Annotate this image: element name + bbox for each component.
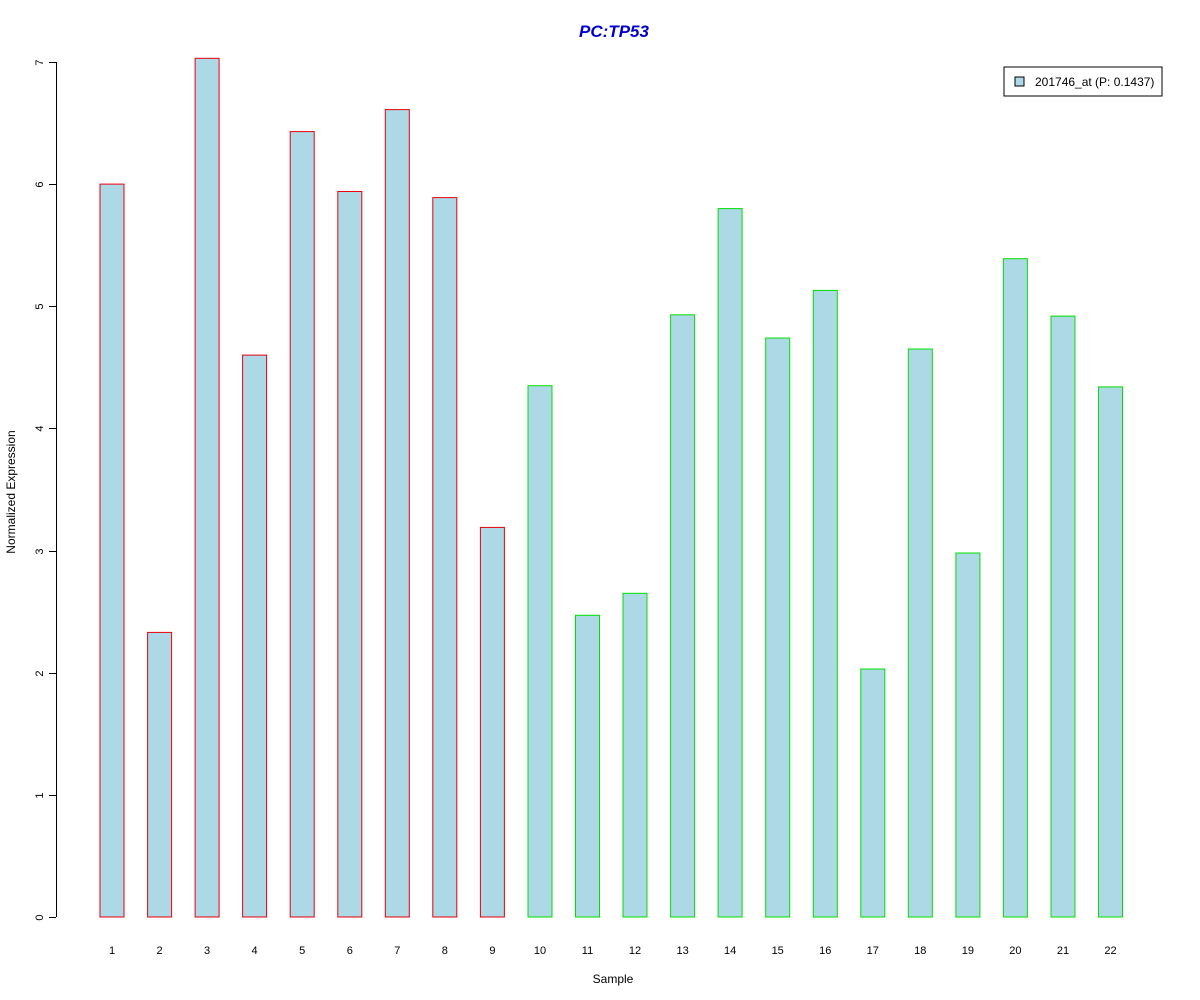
chart-title: PC:TP53: [579, 22, 649, 41]
bar: [812, 289, 838, 918]
x-tick-label: 1: [109, 945, 115, 957]
y-tick-label: 4: [34, 425, 46, 431]
legend-box: [1003, 66, 1163, 97]
x-tick-label: 12: [629, 945, 641, 957]
x-tick-label: 2: [157, 945, 163, 957]
x-tick-label: 18: [914, 945, 926, 957]
x-tick-label: 4: [252, 945, 258, 957]
y-tick-label: 5: [34, 303, 46, 309]
x-tick-label: 15: [772, 945, 784, 957]
bar: [1098, 386, 1123, 918]
y-tick-label: 1: [34, 792, 46, 798]
x-tick-label: 20: [1009, 945, 1021, 957]
x-tick-label: 3: [204, 945, 210, 957]
bar: [194, 57, 220, 918]
y-tick-label: 6: [34, 181, 46, 187]
x-tick-label: 21: [1057, 945, 1069, 957]
bar: [955, 552, 981, 918]
bar: [99, 183, 125, 918]
bar: [479, 526, 505, 918]
bar: [337, 191, 363, 918]
x-axis-label: Sample: [593, 972, 634, 986]
legend-swatch: [1014, 76, 1025, 87]
y-axis: 0 1 2 3 4 5 6 7: [34, 59, 57, 921]
x-tick-label: 7: [394, 945, 400, 957]
y-tick-label: 0: [34, 914, 46, 920]
bar: [622, 592, 648, 918]
x-tick-label: 5: [299, 945, 305, 957]
bar: [432, 197, 458, 918]
x-tick-label: 6: [347, 945, 353, 957]
y-tick-label: 7: [34, 59, 46, 65]
bar: [147, 631, 173, 918]
bar: [670, 314, 696, 918]
bar: [575, 614, 600, 918]
bar: [289, 131, 315, 918]
y-axis-label: Normalized Expression: [4, 430, 18, 553]
bar: [1050, 315, 1076, 918]
y-tick-label: 2: [34, 670, 46, 676]
bar: [527, 385, 553, 918]
x-tick-label: 9: [489, 945, 495, 957]
bar: [907, 348, 933, 918]
legend-label: 201746_at (P: 0.1437): [1035, 75, 1154, 89]
bar: [242, 354, 268, 918]
bars: [99, 57, 1123, 918]
bar: [765, 337, 791, 918]
legend: 201746_at (P: 0.1437): [1003, 66, 1163, 97]
x-tick-label: 8: [442, 945, 448, 957]
bar: [717, 208, 743, 918]
x-tick-label: 22: [1104, 945, 1116, 957]
y-tick-label: 3: [34, 548, 46, 554]
x-tick-label: 11: [582, 945, 593, 957]
bar: [860, 668, 886, 918]
bar: [384, 109, 410, 918]
x-tick-label: 17: [867, 945, 879, 957]
x-tick-label: 14: [724, 945, 736, 957]
x-tick-label: 19: [962, 945, 974, 957]
x-tick-labels: 1 2 3 4 5 6 7 8 9 10 11 12 13 14 15 16 17 18 19 20 21 22: [109, 945, 1117, 957]
x-tick-label: 16: [819, 945, 831, 957]
bar: [1002, 258, 1028, 918]
x-tick-label: 13: [676, 945, 688, 957]
x-tick-label: 10: [534, 945, 546, 957]
